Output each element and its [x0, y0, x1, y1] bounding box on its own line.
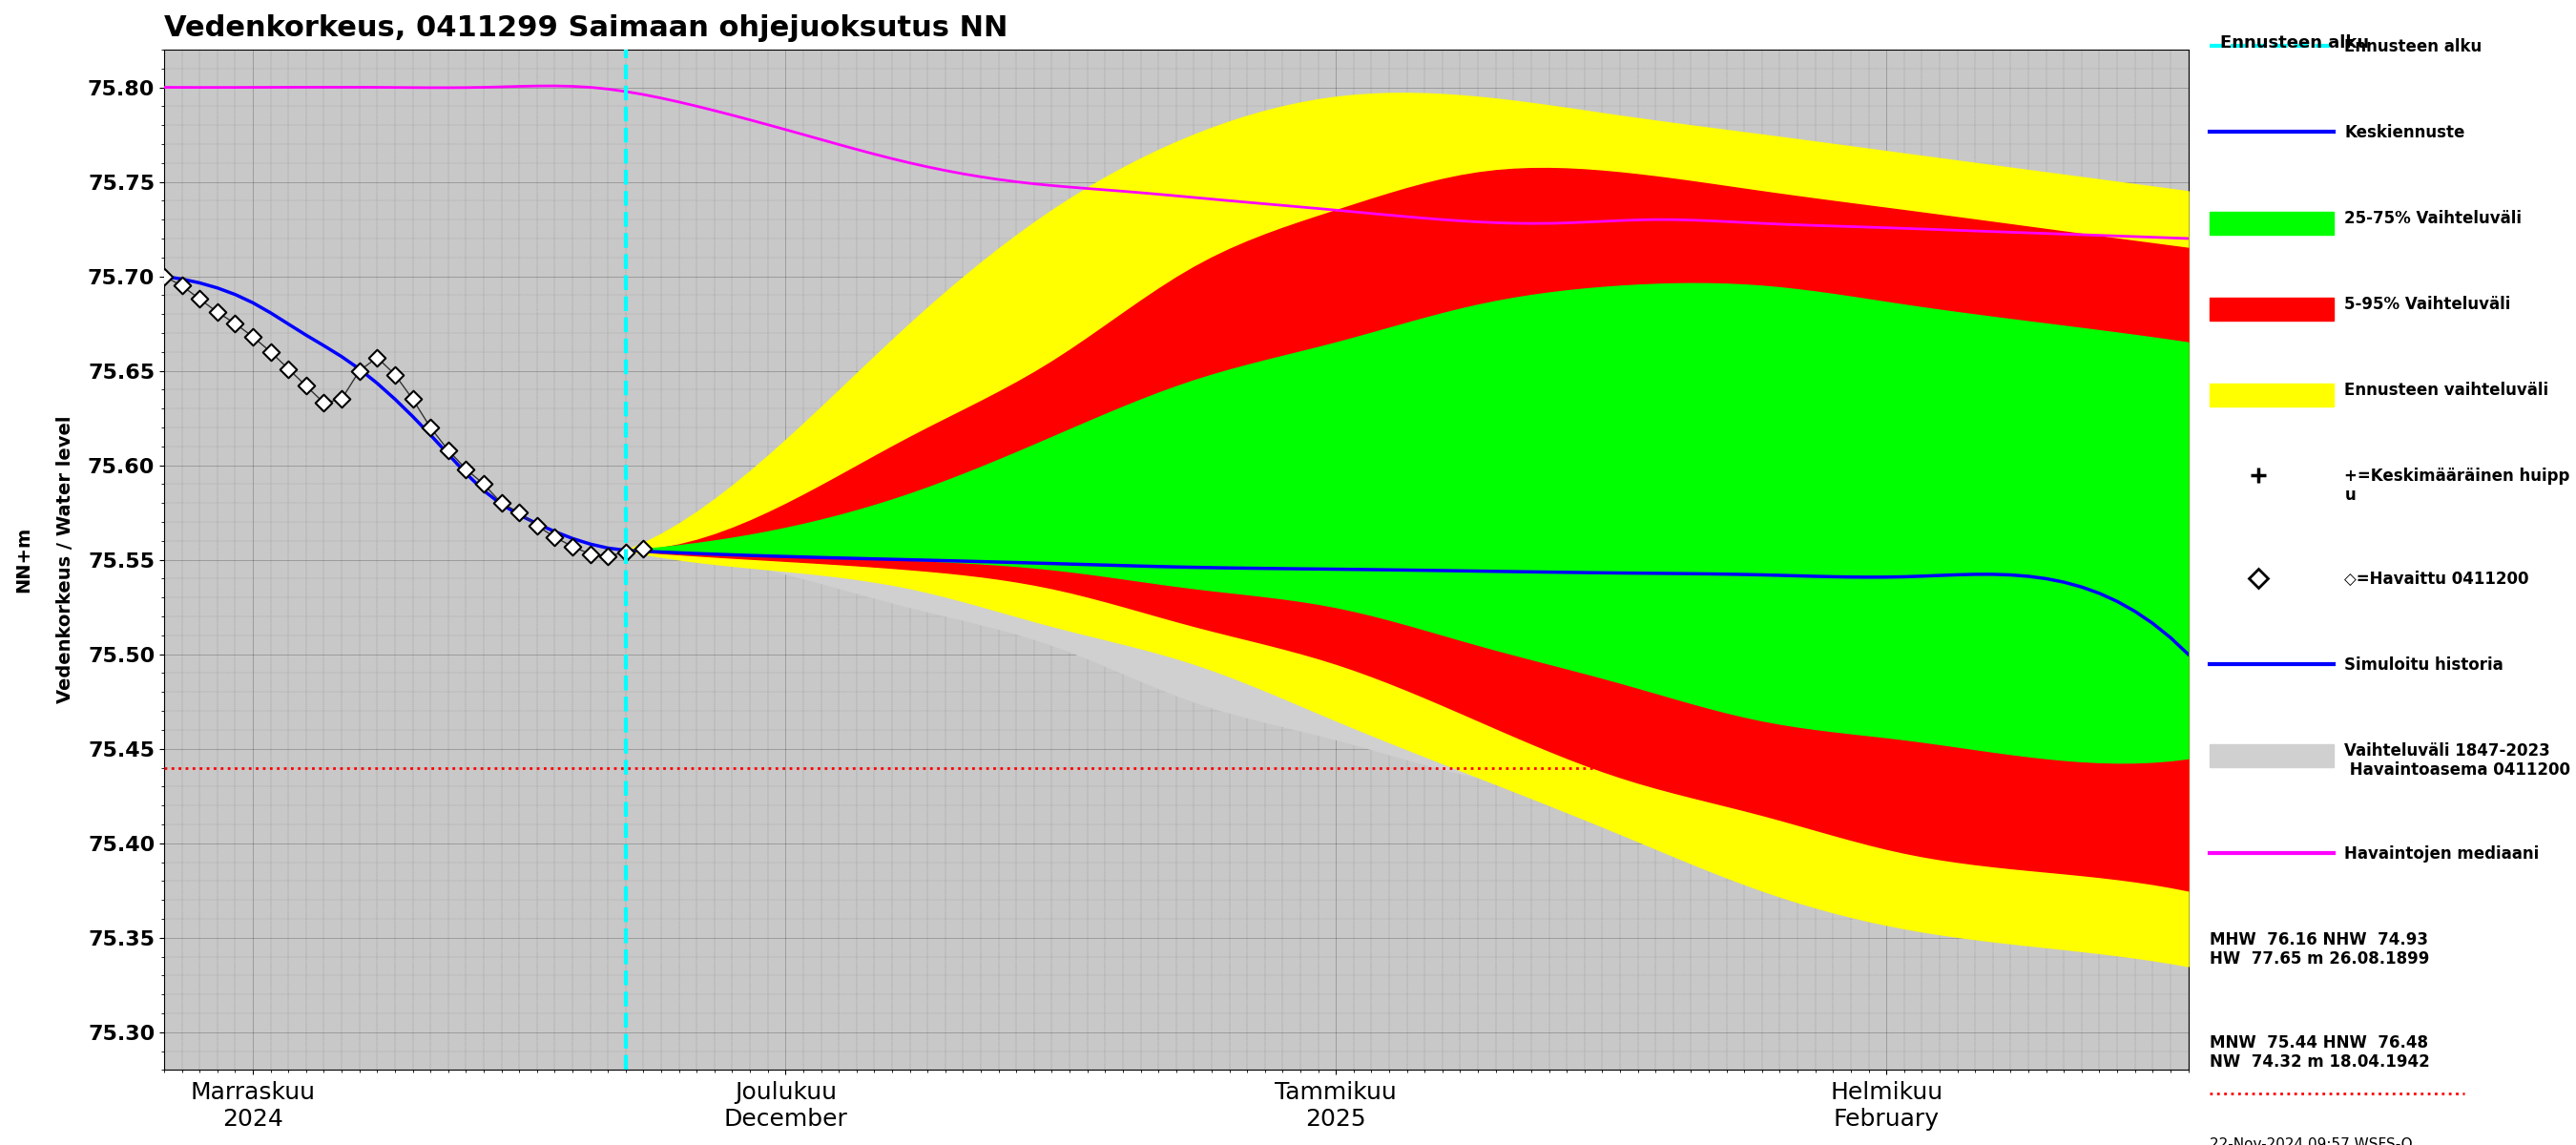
Point: [355, 348, 397, 366]
Point: [515, 516, 556, 535]
Y-axis label: NN+m

Vedenkorkeus / Water level: NN+m Vedenkorkeus / Water level: [15, 416, 75, 703]
Point: [340, 362, 381, 380]
Point: [464, 475, 505, 493]
FancyBboxPatch shape: [2210, 744, 2334, 767]
Point: [214, 315, 255, 333]
Point: [232, 327, 273, 346]
FancyBboxPatch shape: [2210, 298, 2334, 321]
Text: Keskiennuste: Keskiennuste: [2344, 124, 2465, 141]
Text: Ennusteen alku: Ennusteen alku: [2344, 38, 2483, 55]
Text: Ennusteen vaihteluväli: Ennusteen vaihteluväli: [2344, 381, 2548, 398]
FancyBboxPatch shape: [2210, 212, 2334, 235]
Point: [500, 504, 541, 522]
Point: [587, 547, 629, 566]
Text: Simuloitu historia: Simuloitu historia: [2344, 656, 2504, 673]
Text: ◇=Havaittu 0411200: ◇=Havaittu 0411200: [2344, 570, 2530, 587]
Text: +​=Keskimääräinen huipp
u: +​=Keskimääräinen huipp u: [2344, 467, 2571, 504]
Text: 25-75% Vaihteluväli: 25-75% Vaihteluväli: [2344, 210, 2522, 227]
Point: [446, 460, 487, 479]
Text: MHW  76.16 NHW  74.93
HW  77.65 m 26.08.1899: MHW 76.16 NHW 74.93 HW 77.65 m 26.08.189…: [2210, 931, 2429, 968]
Point: [623, 539, 665, 558]
FancyBboxPatch shape: [2210, 384, 2334, 406]
Text: 22-Nov-2024 09:57 WSFS-O: 22-Nov-2024 09:57 WSFS-O: [2210, 1137, 2414, 1145]
Point: [144, 267, 185, 285]
Point: [304, 394, 345, 412]
Point: [286, 377, 327, 395]
Point: [178, 290, 219, 308]
Text: 5-95% Vaihteluväli: 5-95% Vaihteluväli: [2344, 295, 2512, 313]
Point: [410, 418, 451, 436]
Point: [551, 537, 592, 555]
Point: [569, 545, 611, 563]
Text: Vaihteluväli 1847-2023
 Havaintoasema 0411200: Vaihteluväli 1847-2023 Havaintoasema 041…: [2344, 742, 2571, 779]
Point: [268, 360, 309, 378]
Text: Vedenkorkeus, 0411299 Saimaan ohjejuoksutus NN: Vedenkorkeus, 0411299 Saimaan ohjejuoksu…: [165, 14, 1007, 42]
Text: Ennusteen alku: Ennusteen alku: [2221, 34, 2370, 52]
Point: [533, 528, 574, 546]
Text: Havaintojen mediaani: Havaintojen mediaani: [2344, 845, 2540, 862]
Point: [605, 543, 647, 561]
Point: [162, 277, 204, 295]
Point: [374, 365, 415, 384]
Point: [482, 493, 523, 512]
Point: [392, 390, 433, 409]
Text: MNW  75.44 HNW  76.48
NW  74.32 m 18.04.1942: MNW 75.44 HNW 76.48 NW 74.32 m 18.04.194…: [2210, 1034, 2429, 1071]
Point: [322, 390, 363, 409]
Point: [196, 303, 237, 322]
Point: [250, 342, 291, 361]
Point: [428, 441, 469, 459]
